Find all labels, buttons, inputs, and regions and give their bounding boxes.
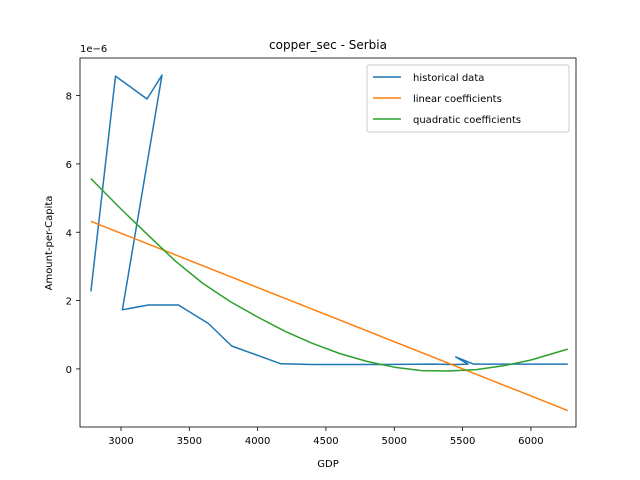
x-axis-label: GDP bbox=[317, 459, 338, 470]
legend-entry-label: linear coefficients bbox=[413, 94, 502, 105]
plot-frame bbox=[79, 57, 577, 428]
y-tick-label: 0 bbox=[66, 365, 72, 376]
y-tick-label: 4 bbox=[66, 228, 72, 239]
x-tick-label: 3500 bbox=[177, 436, 202, 447]
y-axis-label: Amount-per-Capita bbox=[44, 196, 55, 291]
legend-entry-label: quadratic coefficients bbox=[413, 115, 521, 126]
x-tick-label: 6000 bbox=[518, 436, 543, 447]
x-tick-label: 5000 bbox=[382, 436, 407, 447]
legend-box bbox=[366, 64, 570, 133]
legend-entry-label: historical data bbox=[413, 73, 484, 84]
x-tick-label: 4000 bbox=[245, 436, 270, 447]
legend: historical data linear coefficients quadra… bbox=[366, 64, 570, 133]
x-tick-label: 5500 bbox=[450, 436, 475, 447]
x-tick-label: 4500 bbox=[313, 436, 338, 447]
series-line-3 bbox=[90, 178, 569, 372]
chart-title: copper_sec - Serbia bbox=[269, 38, 387, 52]
y-tick-label: 2 bbox=[66, 297, 72, 308]
plot-area bbox=[79, 57, 577, 428]
y-axis: 0 2 4 6 8 bbox=[66, 92, 80, 376]
y-tick-label: 6 bbox=[66, 160, 72, 171]
x-axis: 3000 3500 4000 4500 5000 5500 6000 bbox=[108, 427, 544, 447]
y-tick-label: 8 bbox=[66, 92, 72, 103]
series-line-1 bbox=[90, 74, 568, 366]
y-axis-multiplier: 1e−6 bbox=[80, 44, 107, 55]
series-line-2 bbox=[90, 220, 569, 412]
x-tick-label: 3000 bbox=[108, 436, 133, 447]
